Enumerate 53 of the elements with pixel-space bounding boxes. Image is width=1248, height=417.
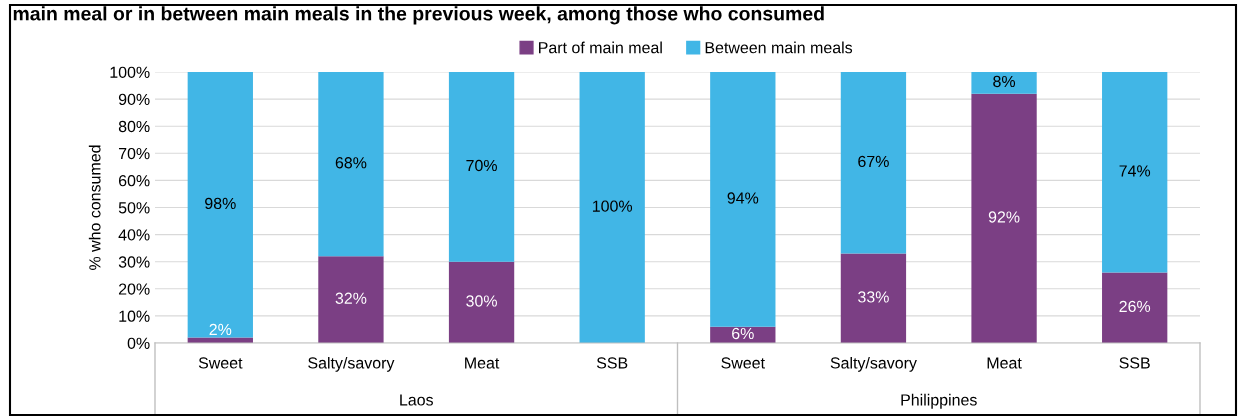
bar (187, 72, 253, 338)
y-tick-label: 50% (118, 202, 150, 214)
chart-title: main meal or in between main meals in the previous week, among those who consumed (13, 6, 824, 25)
x-tick-label: Meat (987, 357, 1022, 369)
bar (318, 256, 384, 343)
bar (318, 72, 384, 257)
data-label: 67% (858, 155, 889, 168)
text: Laos (400, 394, 433, 406)
y-tick-label: 70% (118, 147, 150, 160)
bar (971, 93, 1037, 343)
bar (840, 253, 907, 343)
legend-label: Between main meals (705, 41, 853, 54)
bar (448, 72, 515, 262)
y-tick-label: 100% (110, 66, 150, 78)
x-tick-label: Salty/savory (830, 356, 917, 372)
data-label: 2% (209, 323, 232, 336)
text: Philippines (901, 393, 977, 409)
data-label: 92% (988, 211, 1020, 223)
bar (710, 72, 776, 327)
y-tick-label: 90% (118, 93, 150, 106)
data-label: 33% (858, 291, 889, 303)
data-label: 8% (993, 75, 1016, 88)
data-label: 98% (205, 197, 236, 210)
x-tick-label: SSB (596, 357, 628, 369)
bar (1102, 272, 1168, 343)
data-label: 30% (466, 295, 497, 307)
y-tick-label: 40% (118, 229, 150, 241)
y-tick-label: 10% (119, 310, 150, 322)
y-tick-label: 30% (118, 256, 150, 268)
y-tick-label: 0% (127, 337, 150, 349)
data-label: 94% (727, 192, 759, 204)
bar (448, 261, 515, 343)
x-tick-label: Meat (465, 357, 500, 369)
bar (971, 72, 1037, 94)
data-label: 74% (1119, 165, 1151, 177)
bar (840, 72, 907, 254)
y-axis-title: % who consumed (88, 145, 101, 270)
y-tick-label: 80% (118, 120, 150, 133)
y-tick-label: 60% (118, 175, 150, 187)
data-label: 68% (335, 157, 367, 169)
legend-label: Part of main meal (539, 41, 662, 54)
data-label: 6% (732, 327, 754, 340)
data-label: 100% (592, 200, 633, 212)
bar (1102, 72, 1168, 273)
x-tick-label: Sweet (721, 357, 765, 369)
data-label: 32% (335, 292, 367, 304)
y-tick-label: 20% (118, 283, 150, 295)
x-tick-label: Sweet (198, 357, 243, 369)
x-tick-label: SSB (1119, 357, 1150, 369)
data-label: 70% (466, 159, 497, 172)
bar (579, 72, 645, 343)
data-label: 26% (1119, 300, 1151, 313)
x-tick-label: Salty/savory (308, 356, 395, 372)
